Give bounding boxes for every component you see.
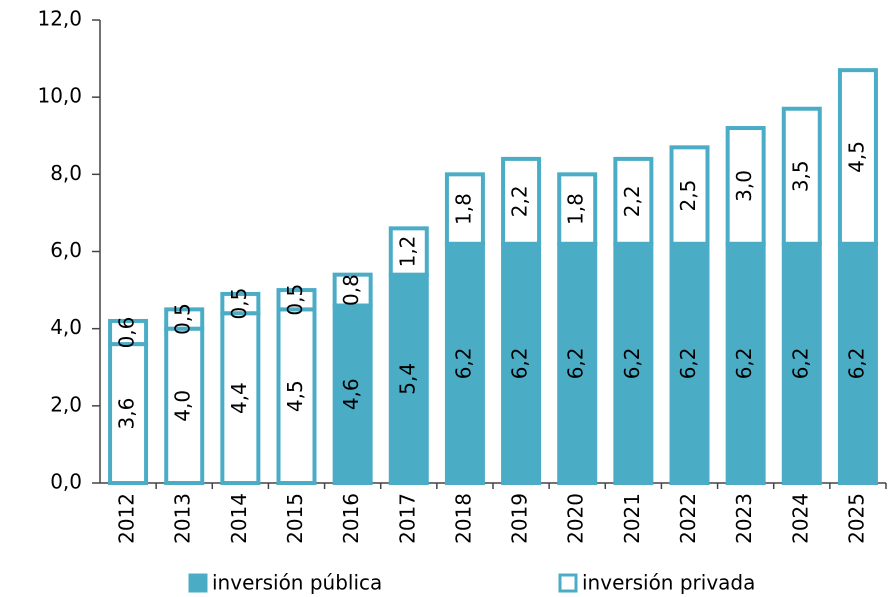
value-label: 1,8 [451, 193, 475, 225]
x-tick-label: 2014 [227, 493, 251, 544]
bar-segment [332, 272, 373, 308]
bar-segment [444, 241, 485, 485]
x-tick-label: 2017 [395, 493, 419, 544]
legend-label: inversión privada [582, 571, 755, 595]
bar-segment [388, 226, 429, 277]
y-tick-label: 4,0 [50, 315, 82, 339]
value-label: 6,2 [788, 347, 812, 379]
legend-label: inversión pública [212, 571, 382, 595]
value-label: 4,5 [283, 380, 307, 412]
value-label: 2,5 [676, 180, 700, 212]
value-label: 0,5 [227, 288, 251, 320]
y-tick-label: 6,0 [50, 238, 82, 262]
x-tick-label: 2023 [732, 493, 756, 544]
legend-swatch [188, 573, 208, 593]
x-tick-label: 2021 [620, 493, 644, 544]
y-tick-label: 2,0 [50, 392, 82, 416]
bar-segment [444, 172, 485, 246]
bar-segment [164, 307, 205, 331]
legend-swatch [558, 573, 578, 593]
value-label: 6,2 [676, 347, 700, 379]
value-label: 6,2 [844, 347, 868, 379]
bar-segment [557, 241, 598, 485]
value-label: 0,5 [171, 303, 195, 335]
value-label: 2,2 [620, 185, 644, 217]
y-tick-label: 8,0 [50, 161, 82, 185]
bar-segment [781, 241, 822, 485]
bar-segment [332, 303, 373, 485]
x-tick-label: 2020 [564, 493, 588, 544]
value-label: 6,2 [732, 347, 756, 379]
value-label: 4,5 [844, 141, 868, 173]
bar-segment [669, 145, 710, 246]
value-label: 6,2 [564, 347, 588, 379]
value-label: 3,6 [115, 398, 139, 430]
bar-segment [613, 156, 654, 246]
value-label: 6,2 [451, 347, 475, 379]
x-tick-label: 2016 [339, 493, 363, 544]
bar-segment [164, 326, 205, 485]
bar-segment [781, 106, 822, 246]
value-label: 5,4 [395, 363, 419, 395]
value-label: 4,0 [171, 390, 195, 422]
bar-segment [501, 156, 542, 246]
bar-segment [837, 241, 878, 485]
value-label: 3,5 [788, 160, 812, 192]
x-tick-label: 2019 [508, 493, 532, 544]
value-label: 4,6 [339, 378, 363, 410]
bar-segment [725, 241, 766, 485]
x-tick-label: 2024 [788, 493, 812, 544]
x-tick-label: 2025 [844, 493, 868, 544]
x-tick-label: 2022 [676, 493, 700, 544]
x-tick-label: 2015 [283, 493, 307, 544]
value-label: 0,8 [339, 274, 363, 306]
value-label: 1,2 [395, 236, 419, 268]
x-tick-label: 2013 [171, 493, 195, 544]
value-label: 3,0 [732, 170, 756, 202]
value-label: 1,8 [564, 193, 588, 225]
bar-segment [837, 68, 878, 246]
bar-segment [220, 291, 261, 316]
value-label: 6,2 [620, 347, 644, 379]
value-label: 0,6 [115, 317, 139, 349]
value-label: 2,2 [508, 185, 532, 217]
bar-segment [108, 318, 149, 347]
x-tick-label: 2012 [115, 493, 139, 544]
y-tick-label: 10,0 [37, 84, 82, 108]
bar-segment [557, 172, 598, 246]
bar-segment [276, 288, 317, 312]
bar-segment [501, 241, 542, 485]
value-label: 4,4 [227, 382, 251, 414]
y-tick-label: 0,0 [50, 470, 82, 494]
bar-segment [725, 126, 766, 246]
value-label: 6,2 [508, 347, 532, 379]
value-label: 0,5 [283, 284, 307, 316]
bar-segment [669, 241, 710, 485]
y-tick-label: 12,0 [37, 7, 82, 31]
x-tick-label: 2018 [451, 493, 475, 544]
